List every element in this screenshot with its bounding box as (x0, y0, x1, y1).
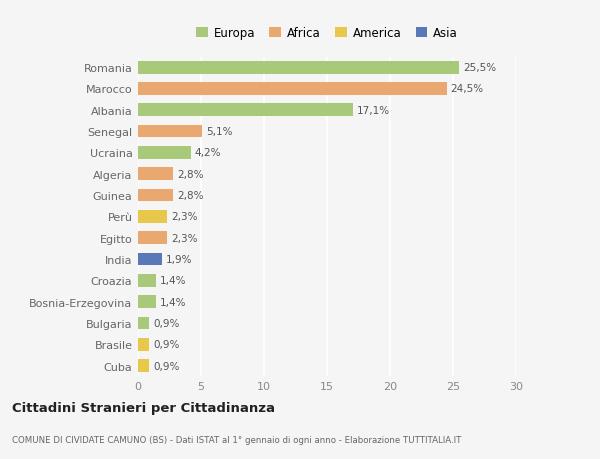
Text: Cittadini Stranieri per Cittadinanza: Cittadini Stranieri per Cittadinanza (12, 401, 275, 414)
Bar (138, 104, 353, 117)
Bar (138, 125, 202, 138)
Text: 2,3%: 2,3% (171, 212, 197, 222)
Bar (138, 296, 155, 308)
Bar (138, 211, 167, 223)
Text: 0,9%: 0,9% (153, 361, 179, 371)
Text: 1,4%: 1,4% (160, 297, 186, 307)
Bar (138, 232, 167, 245)
Text: 17,1%: 17,1% (357, 106, 391, 116)
Bar (138, 253, 162, 266)
Bar (138, 317, 149, 330)
Bar (138, 189, 173, 202)
Legend: Europa, Africa, America, Asia: Europa, Africa, America, Asia (194, 25, 460, 43)
Text: 1,9%: 1,9% (166, 254, 192, 264)
Text: 0,9%: 0,9% (153, 318, 179, 328)
Text: 24,5%: 24,5% (451, 84, 484, 94)
Text: 2,3%: 2,3% (171, 233, 197, 243)
Text: 4,2%: 4,2% (194, 148, 221, 158)
Bar (138, 274, 155, 287)
Text: COMUNE DI CIVIDATE CAMUNO (BS) - Dati ISTAT al 1° gennaio di ogni anno - Elabora: COMUNE DI CIVIDATE CAMUNO (BS) - Dati IS… (12, 435, 461, 443)
Text: 1,4%: 1,4% (160, 276, 186, 285)
Bar (138, 62, 460, 74)
Text: 2,8%: 2,8% (177, 190, 203, 201)
Bar (138, 147, 191, 159)
Bar (138, 168, 173, 181)
Text: 25,5%: 25,5% (463, 63, 496, 73)
Bar (138, 338, 149, 351)
Bar (138, 83, 446, 95)
Text: 5,1%: 5,1% (206, 127, 233, 137)
Bar (138, 359, 149, 372)
Text: 0,9%: 0,9% (153, 340, 179, 349)
Text: 2,8%: 2,8% (177, 169, 203, 179)
